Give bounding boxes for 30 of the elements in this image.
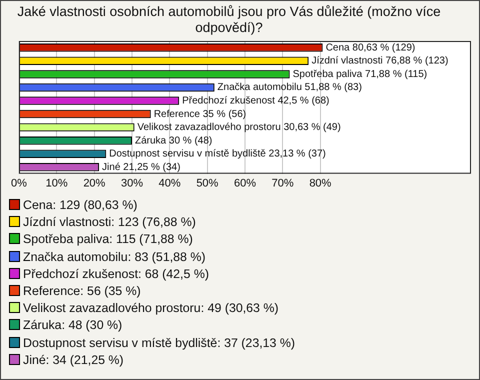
text: Dostupnost servisu v místě bydliště: 37 (23,13 %) [23,336,296,350]
data-label: Jízdní vlastnosti 76,88 % (123) [312,56,448,67]
x-tick-label: 80% [309,177,332,190]
text: Jízdní vlastnosti: 123 (76,88 %) [23,215,196,230]
text: Cena: 129 (80,63 %) [23,198,138,212]
data-label: Dostupnost servisu v místě bydliště 23,13 % (37) [109,148,326,160]
x-tick-label: 70% [272,177,294,190]
x-tick-label: 20% [83,177,106,190]
data-label: Spotřeba paliva 71,88 % (115) [292,68,428,80]
x-tick-label: 30% [120,177,144,190]
text: Reference: 56 (35 %) [23,284,141,298]
text: Značka automobilu: 83 (51,88 %) [23,250,206,264]
text: Spotřeba paliva: 115 (71,88 %) [23,232,193,246]
text: Velikost zavazadlového prostoru: 49 (30,63 %) [23,301,279,316]
data-label: Záruka 30 % (48) [135,135,212,146]
data-label: Velikost zavazadlového prostoru 30,63 % (49) [137,122,341,134]
text: Jiné: 34 (21,25 %) [23,352,124,367]
data-label: Předchozí zkušenost 42,5 % (68) [182,96,330,107]
data-label: Cena 80,63 % (129) [326,42,416,54]
chart-title: Jaké vlastnosti osobních automobilů jsou pro Vás důležité (možno více odpovědí)? [16,4,442,36]
text: Záruka: 48 (30 %) [23,318,122,332]
data-label: Jiné 21,25 % (34) [102,162,180,173]
x-tick-label: 40% [158,177,181,190]
x-tick-label: 50% [196,177,219,190]
x-tick-label: 60% [234,177,256,190]
x-tick-label: 10% [46,177,68,190]
data-label: Reference 35 % (56) [154,108,246,120]
text: Předchozí zkušenost: 68 (42,5 %) [23,266,209,281]
x-tick-label: 0% [11,177,28,190]
data-label: Značka automobilu 51,88 % (83) [217,82,362,94]
